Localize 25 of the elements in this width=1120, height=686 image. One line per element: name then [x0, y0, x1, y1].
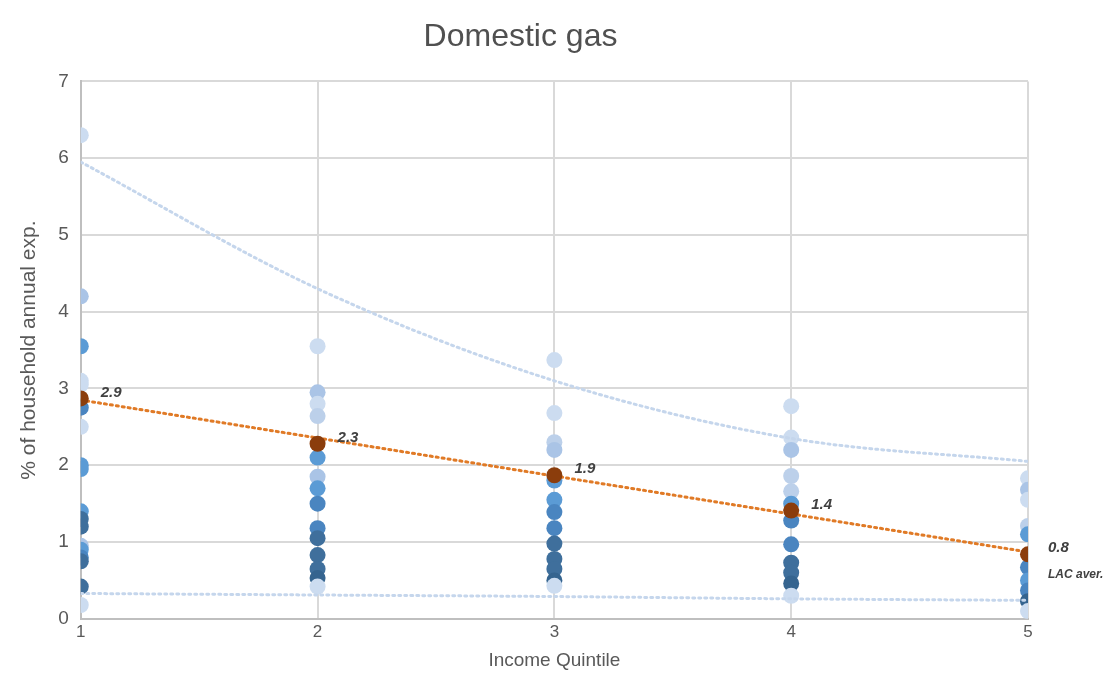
annotation: LAC aver. [1048, 566, 1104, 581]
x-tick-label: 3 [549, 621, 560, 641]
x-tick-label: 2 [312, 621, 323, 641]
y-axis-title: % of household annual exp. [16, 220, 40, 480]
data-label: 2.9 [99, 382, 123, 400]
y-tick-label: 0 [58, 607, 69, 629]
line-series [80, 160, 1028, 463]
data-label: 2.3 [336, 427, 360, 445]
x-tick-label: 1 [76, 621, 86, 641]
x-tick-label: 5 [1023, 621, 1033, 641]
chart-title: Domestic gas [423, 17, 618, 54]
y-tick-label: 1 [58, 530, 69, 552]
data-label: 1.9 [574, 459, 596, 477]
y-tick-label: 2 [58, 453, 69, 475]
y-tick-label: 4 [58, 299, 70, 321]
x-axis-title: Income Quintile [488, 648, 621, 670]
data-label: 0.8 [1048, 538, 1070, 556]
point [309, 435, 326, 452]
y-tick-label: 3 [58, 376, 69, 398]
y-tick-label: 6 [58, 146, 69, 168]
point [546, 467, 563, 484]
data-label: 1.4 [811, 494, 833, 512]
y-tick-label: 7 [58, 69, 69, 91]
x-tick-label: 4 [786, 621, 796, 641]
y-tick-label: 5 [58, 223, 69, 245]
